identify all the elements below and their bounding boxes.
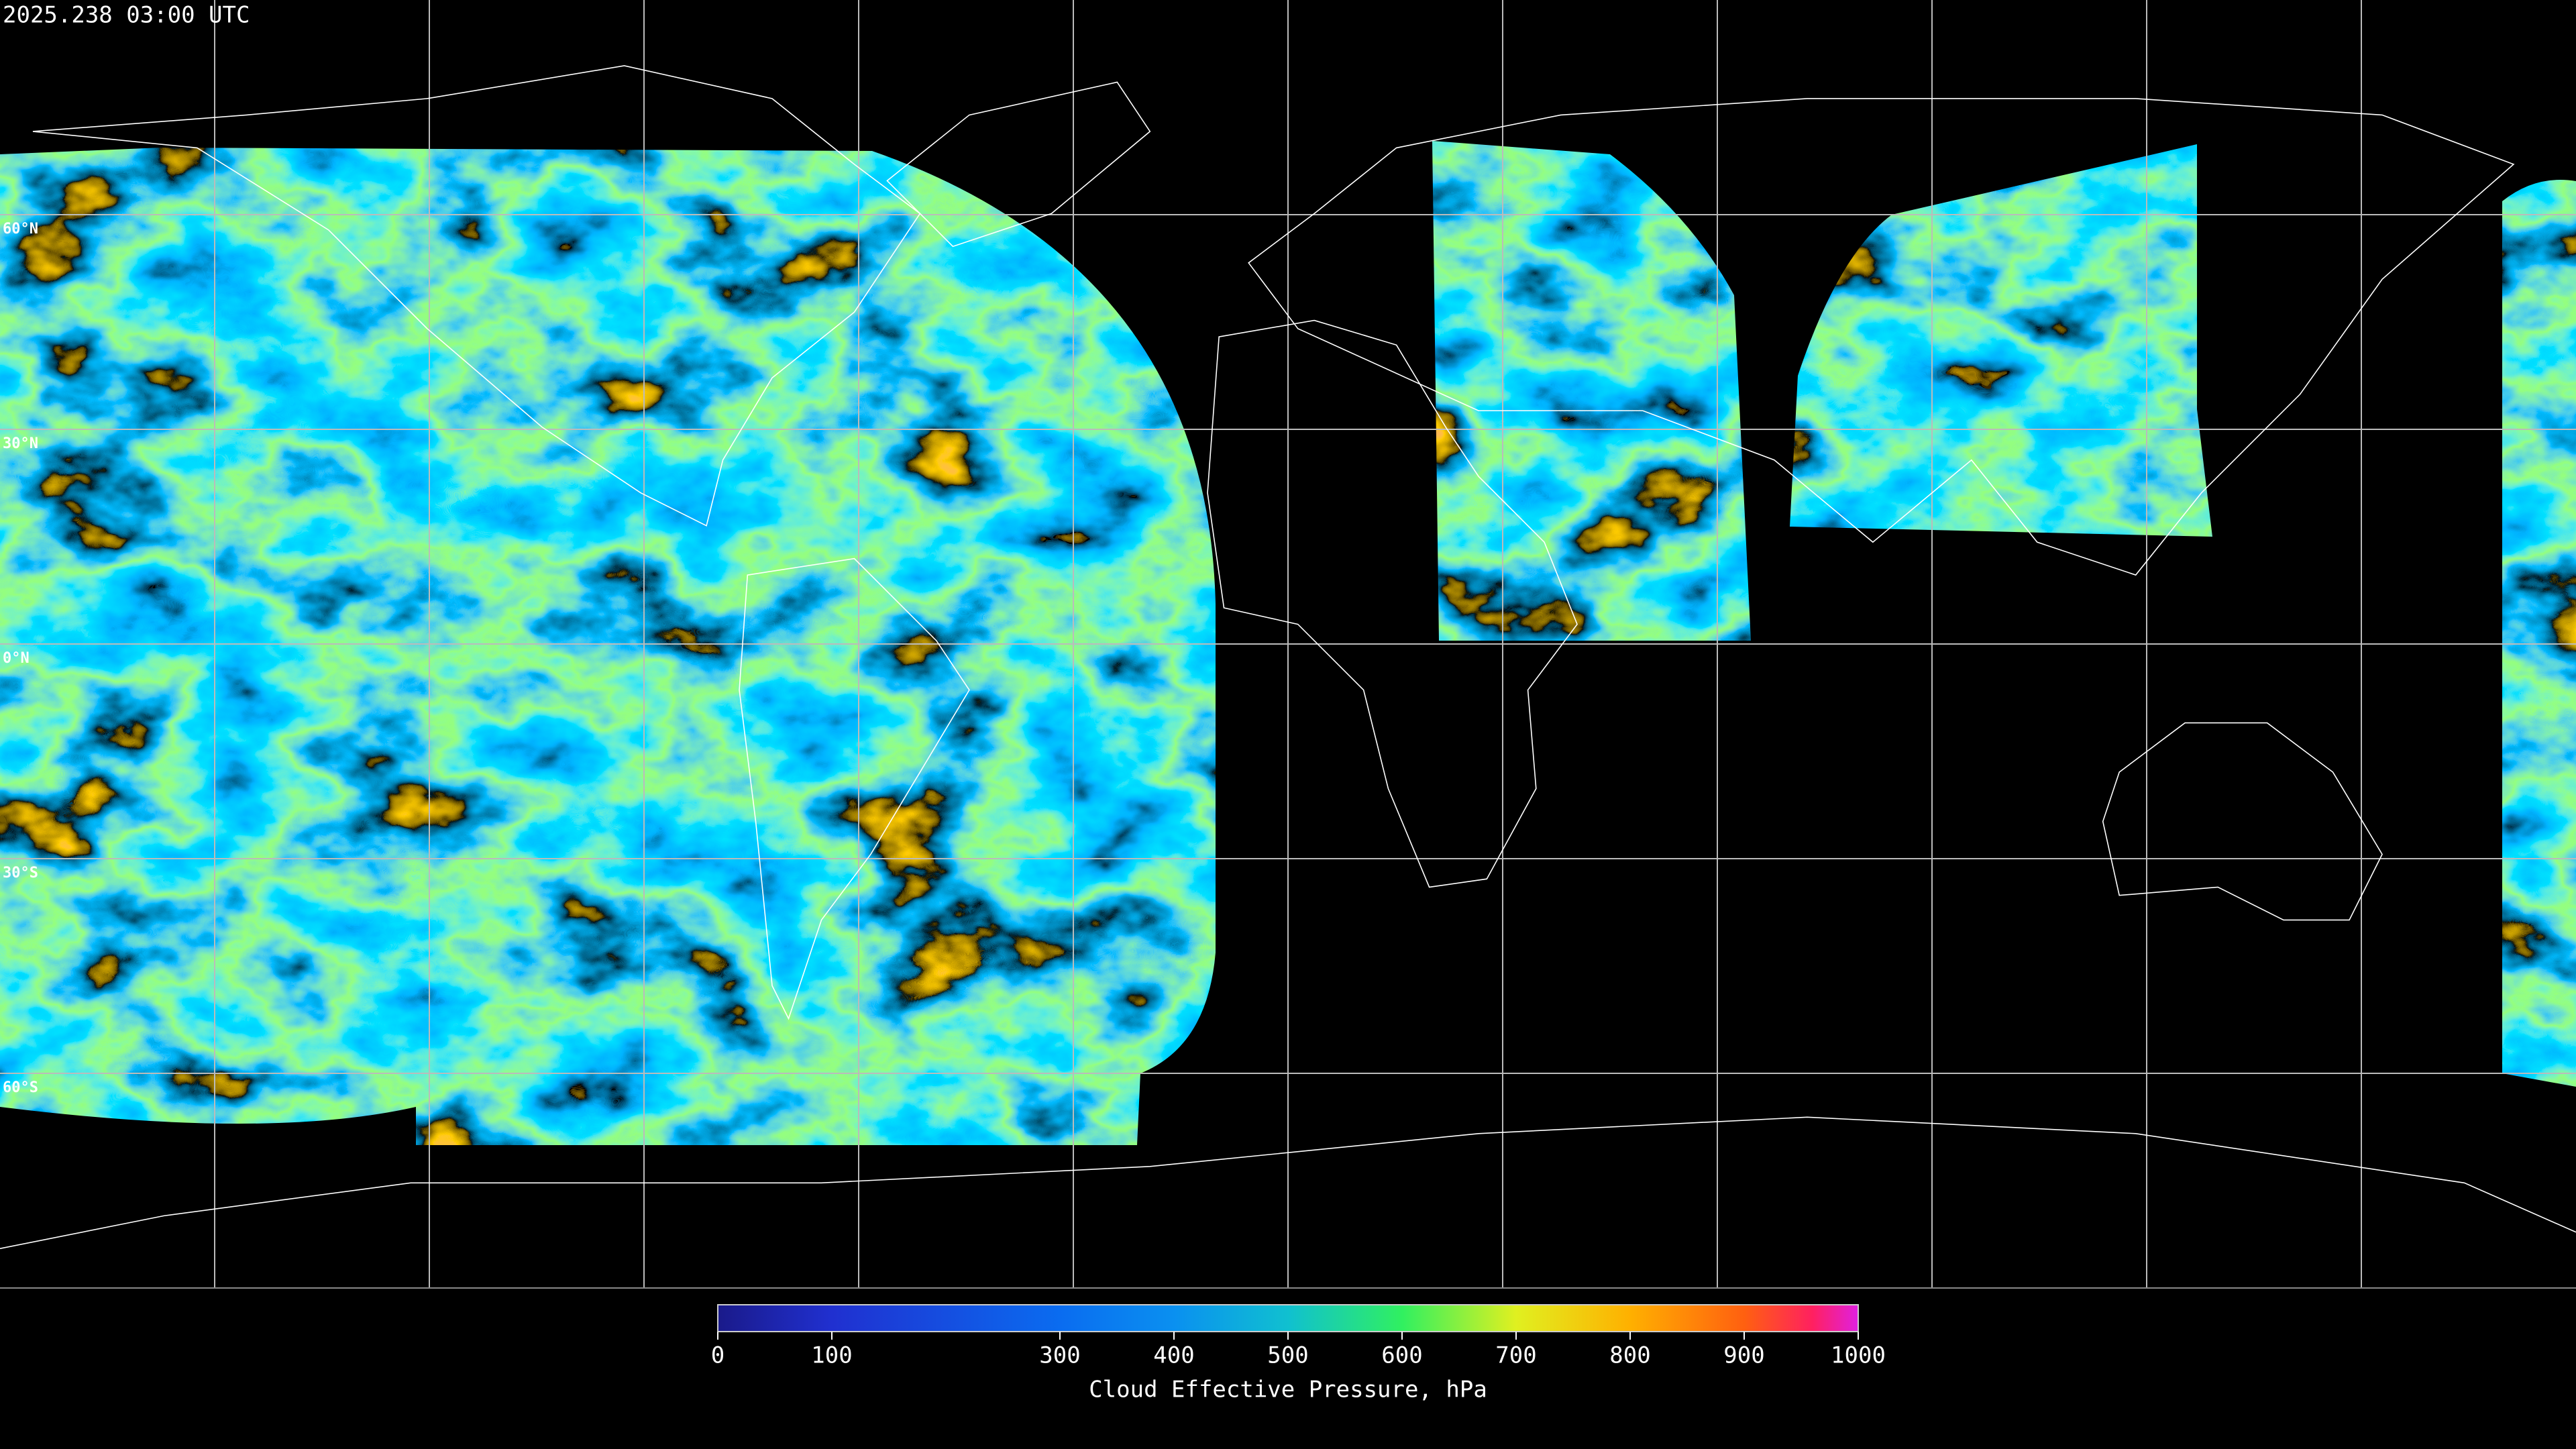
coastlines xyxy=(0,66,2576,1248)
colorbar-tick-label: 800 xyxy=(1609,1342,1650,1369)
colorbar-tick-label: 700 xyxy=(1495,1342,1536,1369)
coastline-africa xyxy=(1208,321,1577,888)
coastline-eurasia xyxy=(1248,99,2514,575)
coastline-north-america xyxy=(33,66,920,526)
coastline-south-america xyxy=(739,559,969,1019)
colorbar-tick-label: 400 xyxy=(1153,1342,1194,1369)
colorbar-ramp xyxy=(717,1304,1859,1332)
colorbar-tick-label: 0 xyxy=(711,1342,724,1369)
latitude-label: 60°N xyxy=(3,221,38,237)
latitude-label: 60°S xyxy=(3,1079,38,1096)
latitude-label: 0°N xyxy=(3,650,30,667)
colorbar-tick-label: 500 xyxy=(1267,1342,1308,1369)
timestamp: 2025.238 03:00 UTC xyxy=(3,2,250,29)
coastline-greenland xyxy=(887,82,1150,246)
colorbar-tick-label: 300 xyxy=(1039,1342,1080,1369)
colorbar xyxy=(717,1304,1859,1340)
colorbar-tick-label: 1000 xyxy=(1831,1342,1886,1369)
colorbar-label: Cloud Effective Pressure, hPa xyxy=(1089,1377,1487,1403)
coastline-australia xyxy=(2103,723,2382,920)
graticule xyxy=(0,0,2576,1288)
colorbar-tick-label: 900 xyxy=(1723,1342,1764,1369)
latitude-label: 30°N xyxy=(3,435,38,452)
colorbar-tick-label: 100 xyxy=(811,1342,852,1369)
coastline-antarctica xyxy=(0,1117,2576,1248)
latitude-label: 30°S xyxy=(3,865,38,881)
colorbar-tick-label: 600 xyxy=(1381,1342,1422,1369)
